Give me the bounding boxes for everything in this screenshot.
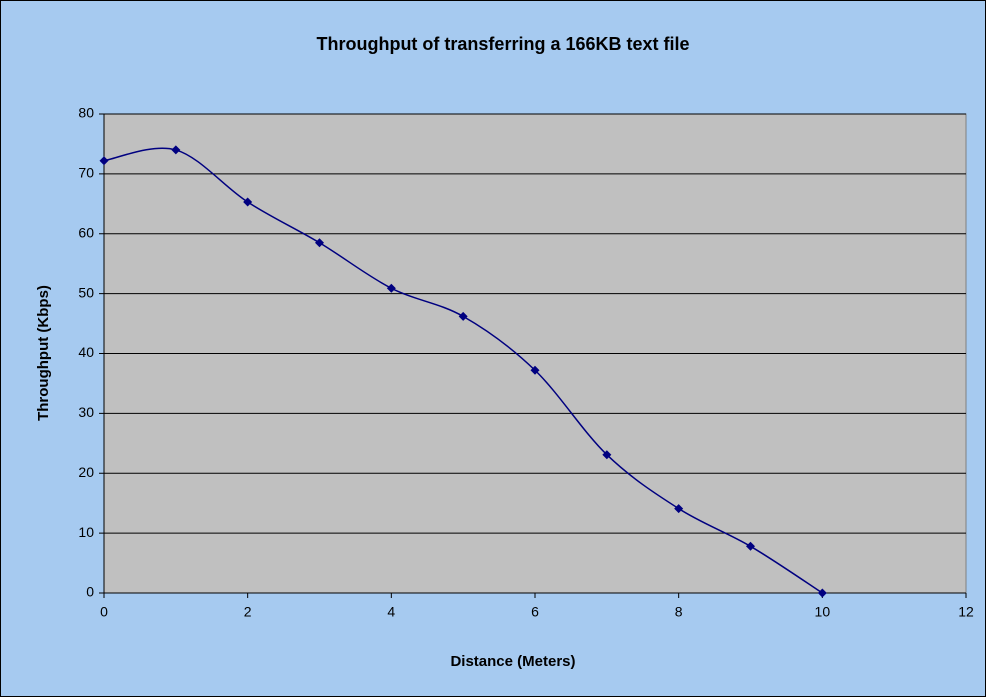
y-tick-label: 10 (78, 524, 94, 540)
data-point (674, 504, 684, 514)
data-point (530, 365, 540, 375)
data-point (602, 450, 612, 460)
x-tick-label: 6 (531, 604, 539, 620)
y-tick-label: 40 (78, 344, 94, 360)
data-point (817, 588, 827, 598)
data-point (171, 145, 181, 155)
y-tick-label: 20 (78, 464, 94, 480)
data-point (315, 238, 324, 248)
data-point (746, 541, 755, 551)
chart-title: Throughput of transferring a 166KB text … (316, 34, 689, 54)
y-tick-label: 60 (78, 224, 94, 240)
x-tick-label: 8 (675, 604, 683, 620)
y-tick-label: 0 (86, 584, 94, 600)
y-tick-label: 30 (78, 404, 94, 420)
x-tick-label: 10 (815, 604, 831, 620)
data-point (243, 197, 253, 207)
data-point (458, 311, 468, 321)
y-tick-label: 80 (78, 105, 94, 121)
y-axis-label: Throughput (Kbps) (35, 285, 52, 421)
x-tick-label: 2 (244, 604, 252, 620)
series-line (103, 147, 823, 594)
data-point (99, 156, 109, 166)
y-tick-label: 50 (78, 284, 94, 300)
x-tick-label: 0 (100, 604, 108, 620)
x-axis-label: Distance (Meters) (450, 653, 575, 670)
data-point (386, 283, 396, 293)
x-tick-label: 12 (958, 604, 974, 620)
y-tick-label: 70 (78, 165, 94, 181)
x-tick-label: 4 (387, 604, 395, 620)
